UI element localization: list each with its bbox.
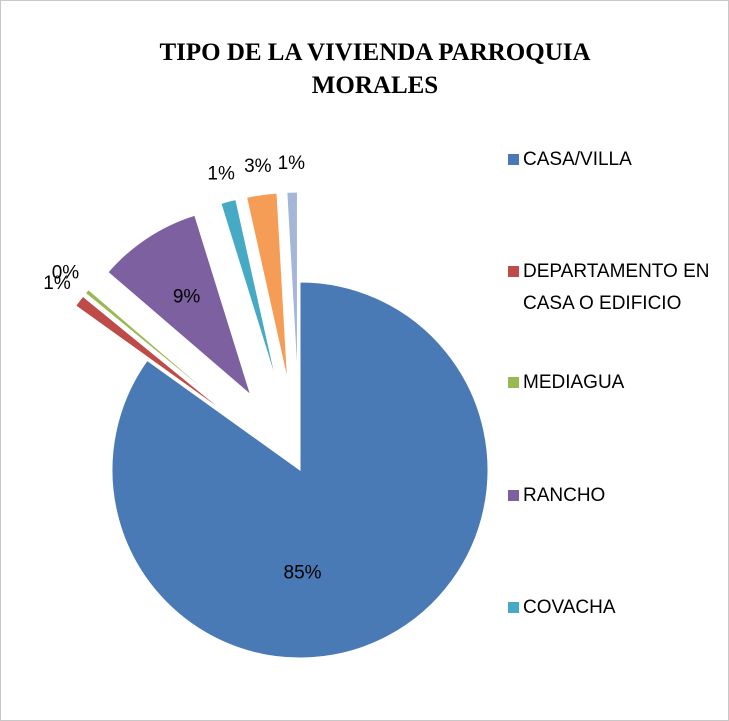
data-label: 1%: [207, 163, 235, 184]
data-label: 1%: [43, 273, 71, 294]
legend-label: MEDIAGUA: [523, 372, 625, 393]
legend-label: CASA/VILLA: [523, 149, 632, 170]
chart-title: TIPO DE LA VIVIENDA PARROQUIA MORALES: [159, 39, 591, 99]
pie-slice: [111, 281, 489, 659]
data-label: 1%: [278, 153, 306, 174]
data-label: 9%: [173, 286, 201, 307]
legend-swatch: [508, 377, 519, 388]
legend-item: COVACHA: [508, 592, 723, 624]
legend-label: COVACHA: [523, 597, 616, 618]
legend-label: DEPARTAMENTO EN CASA O EDIFICIO: [523, 261, 710, 314]
pie-slice: [245, 192, 289, 381]
legend-item: DEPARTAMENTO EN CASA O EDIFICIO: [508, 256, 723, 320]
data-label: 85%: [284, 562, 322, 583]
legend-swatch: [508, 154, 519, 165]
legend-item: CASA/VILLA: [508, 144, 723, 176]
legend-swatch: [508, 266, 519, 277]
data-label: 3%: [244, 156, 272, 177]
pie-slice: [286, 191, 298, 381]
legend-swatch: [508, 602, 519, 613]
legend-swatch: [508, 490, 519, 501]
pie-slice: [75, 295, 229, 416]
data-label: 0%: [52, 262, 80, 283]
legend-item: MEDIAGUA: [508, 367, 723, 399]
legend-label: RANCHO: [523, 485, 606, 506]
pie-slice: [84, 288, 232, 413]
pie-slice: [107, 214, 252, 397]
legend-item: RANCHO: [508, 480, 723, 512]
pie-slice: [220, 198, 278, 384]
